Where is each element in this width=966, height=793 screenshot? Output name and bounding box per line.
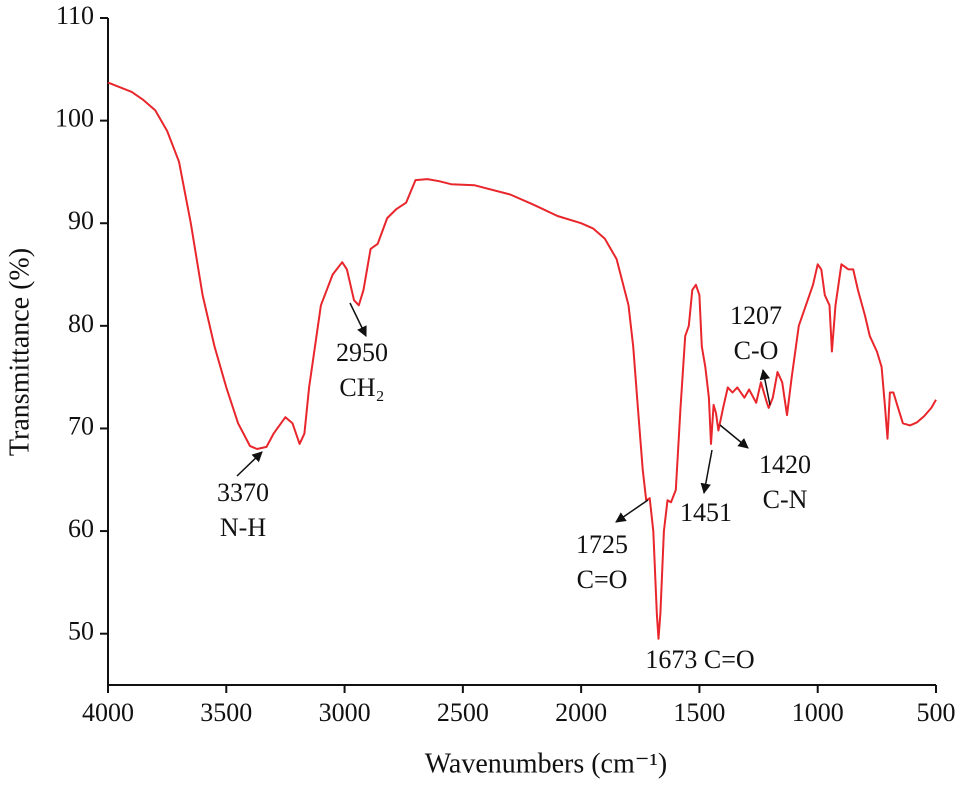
x-tick-label: 2500: [437, 698, 489, 727]
annotation-text: 1725: [576, 530, 628, 559]
annotation-text: 1673 C=O: [645, 645, 754, 674]
annotation-text: 2950: [336, 338, 388, 367]
x-axis-title: Wavenumbers (cm⁻¹): [425, 748, 668, 779]
x-tick-label: 4000: [82, 698, 134, 727]
annotation-text: 1451: [680, 498, 732, 527]
x-tick-label: 500: [917, 698, 956, 727]
annotation-arrow: [349, 302, 367, 337]
x-tick-label: 3000: [319, 698, 371, 727]
y-axis-title: Transmittance (%): [4, 248, 35, 456]
y-tick-label: 60: [68, 514, 94, 543]
annotation-text: C-O: [734, 336, 779, 365]
annotation-arrow: [615, 499, 649, 523]
x-tick-label: 2000: [555, 698, 607, 727]
x-tick-label: 1500: [673, 698, 725, 727]
annotation-text: 1420: [759, 450, 811, 479]
annotation-text: 1207: [730, 301, 782, 330]
y-tick-label: 50: [68, 617, 94, 646]
y-tick-label: 70: [68, 411, 94, 440]
y-tick-label: 90: [68, 206, 94, 235]
annotation-arrow: [700, 449, 713, 495]
annotation-text: N-H: [220, 513, 266, 542]
annotation-arrow: [236, 451, 263, 477]
spectrum-line: [107, 81, 937, 640]
annotation-text: C-N: [763, 485, 808, 514]
x-tick-label: 1000: [792, 698, 844, 727]
y-tick-label: 110: [56, 1, 94, 30]
annotation-arrow: [759, 368, 771, 406]
annotation-arrow: [719, 424, 749, 449]
y-tick-label: 80: [68, 309, 94, 338]
y-tick-label: 100: [55, 104, 94, 133]
x-tick-label: 3500: [200, 698, 252, 727]
annotation-text: 3370: [217, 478, 269, 507]
annotation-text: C=O: [577, 565, 628, 594]
annotation-text: CH₂: [339, 373, 384, 402]
